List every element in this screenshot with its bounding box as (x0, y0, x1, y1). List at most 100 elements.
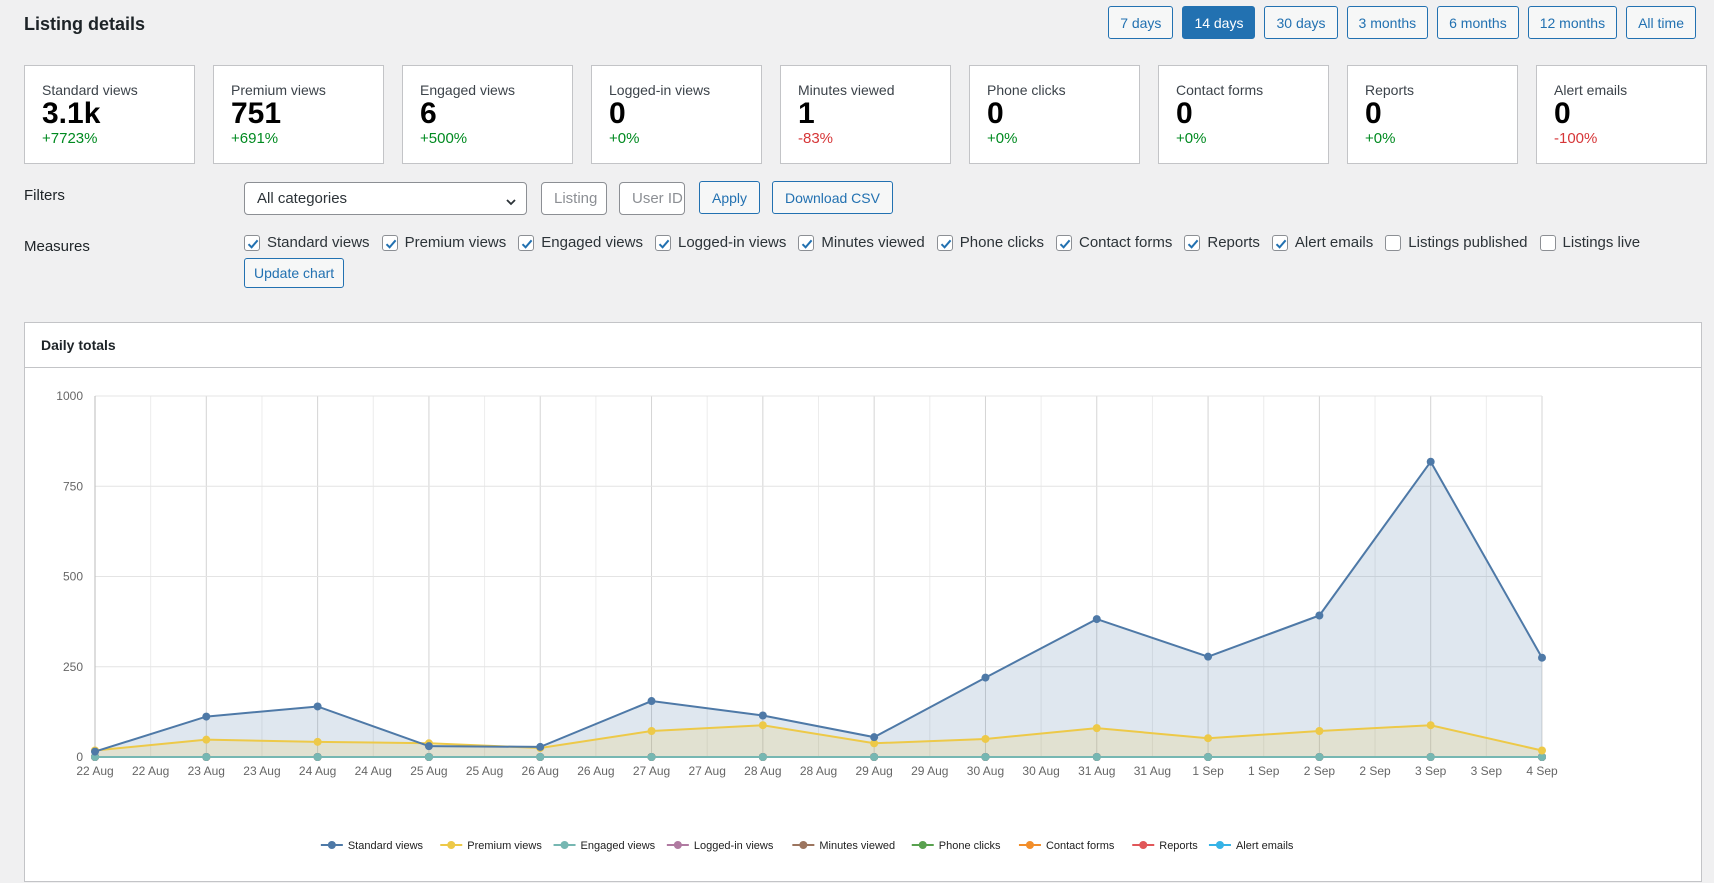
stat-card-reports: Reports 0 +0% (1347, 65, 1518, 164)
measure-phone-clicks[interactable]: Phone clicks (936, 234, 1044, 251)
stat-value: 1 (798, 97, 815, 130)
download-csv-button[interactable]: Download CSV (772, 181, 893, 214)
legend-marker (1025, 841, 1034, 849)
legend-marker (673, 841, 682, 849)
checkbox-checked-icon[interactable] (654, 234, 671, 251)
series-line (94, 724, 1543, 752)
measure-minutes-viewed[interactable]: Minutes viewed (798, 234, 925, 251)
checkbox-checked-icon[interactable] (244, 234, 260, 251)
stat-label: Engaged views (420, 82, 515, 98)
stat-value: 0 (609, 97, 626, 130)
stat-value: 3.1k (42, 97, 101, 130)
legend-marker (1215, 841, 1224, 849)
listing-input[interactable]: Listing (541, 182, 607, 215)
legend-marker (447, 841, 456, 849)
data-point (870, 753, 879, 761)
x-tick-label: 24 Aug (355, 764, 392, 778)
x-tick-label: 4 Sep (1526, 764, 1558, 778)
data-point (981, 753, 990, 761)
data-point (1426, 721, 1435, 730)
stat-change: +0% (987, 130, 1018, 147)
stat-change: -83% (798, 130, 834, 147)
legend-marker (918, 841, 927, 849)
range-30-days-button[interactable]: 30 days (1264, 6, 1338, 39)
stat-value: 6 (420, 97, 437, 130)
data-point (758, 753, 767, 761)
measure-label: Standard views (267, 234, 370, 251)
apply-button[interactable]: Apply (699, 181, 761, 214)
x-tick-label: 27 Aug (633, 764, 670, 778)
stat-label: Reports (1365, 82, 1415, 98)
data-point (1204, 652, 1213, 661)
y-tick-label: 1000 (56, 389, 83, 403)
checkbox-checked-icon[interactable] (381, 234, 398, 251)
data-point (536, 753, 545, 761)
measure-logged-in-views[interactable]: Logged-in views (654, 234, 786, 251)
x-tick-label: 25 Aug (410, 764, 447, 778)
checkbox-checked-icon[interactable] (798, 234, 815, 251)
category-select[interactable]: All categories (244, 182, 527, 215)
stat-card-contact-forms: Contact forms 0 +0% (1158, 65, 1329, 164)
measure-contact-forms[interactable]: Contact forms (1056, 234, 1172, 251)
data-point (202, 712, 211, 721)
data-point (870, 739, 879, 748)
data-point (1092, 753, 1101, 761)
x-tick-label: 26 Aug (577, 764, 614, 778)
legend-item: Premium views (467, 840, 542, 852)
data-point (1204, 734, 1213, 743)
measure-standard-views[interactable]: Standard views (244, 234, 370, 251)
user-id-input[interactable]: User ID (619, 182, 685, 215)
range-14-days-button[interactable]: 14 days (1182, 6, 1256, 39)
x-tick-label: 31 Aug (1134, 764, 1171, 778)
stat-card-alert-emails: Alert emails 0 -100% (1536, 65, 1707, 164)
checkbox-checked-icon[interactable] (1271, 234, 1288, 251)
measure-label: Contact forms (1079, 234, 1173, 251)
checkbox-checked-icon[interactable] (1056, 234, 1072, 251)
measure-engaged-views[interactable]: Engaged views (518, 234, 643, 251)
series-area (95, 461, 1542, 757)
data-point (647, 727, 656, 736)
range-7-days-button[interactable]: 7 days (1108, 6, 1174, 39)
stat-change: +7723% (42, 130, 98, 147)
x-tick-label: 22 Aug (76, 764, 113, 778)
legend-marker (560, 841, 569, 849)
checkbox-unchecked-icon[interactable] (1539, 234, 1556, 251)
update-chart-button[interactable]: Update chart (244, 258, 345, 288)
data-point (202, 753, 211, 761)
checkbox-checked-icon[interactable] (936, 234, 953, 251)
data-point (1538, 753, 1546, 761)
measure-reports[interactable]: Reports (1184, 234, 1260, 251)
legend-item: Minutes viewed (819, 840, 895, 852)
x-tick-label: 1 Sep (1248, 764, 1280, 778)
data-point (1426, 457, 1435, 466)
data-point (424, 753, 433, 761)
legend-marker (327, 841, 336, 849)
panel-title: Daily totals (25, 323, 1701, 368)
measure-listings-live[interactable]: Listings live (1539, 234, 1640, 251)
checkbox-checked-icon[interactable] (1184, 234, 1201, 251)
stat-label: Phone clicks (987, 82, 1066, 98)
legend-item: Contact forms (1046, 840, 1115, 852)
measure-listings-published[interactable]: Listings published (1385, 234, 1528, 251)
range-12-months-button[interactable]: 12 months (1527, 6, 1618, 39)
stat-label: Minutes viewed (798, 82, 895, 98)
checkbox-unchecked-icon[interactable] (1385, 234, 1402, 251)
listing-input-placeholder: Listing (554, 190, 598, 207)
x-tick-label: 22 Aug (132, 764, 169, 778)
x-tick-label: 25 Aug (466, 764, 503, 778)
y-tick-label: 0 (76, 750, 83, 764)
y-tick-label: 250 (63, 660, 83, 674)
measure-premium-views[interactable]: Premium views (381, 234, 506, 251)
measure-label: Phone clicks (959, 234, 1044, 251)
range-3-months-button[interactable]: 3 months (1346, 6, 1429, 39)
measures-list: Standard views Premium views Engaged vie… (244, 234, 1640, 251)
stat-change: +691% (231, 130, 279, 147)
checkbox-checked-icon[interactable] (518, 234, 535, 251)
measure-alert-emails[interactable]: Alert emails (1271, 234, 1373, 251)
x-tick-label: 29 Aug (911, 764, 948, 778)
stat-value: 0 (987, 97, 1004, 130)
range-all-time-button[interactable]: All time (1626, 6, 1696, 39)
range-6-months-button[interactable]: 6 months (1437, 6, 1519, 39)
series-area (95, 725, 1542, 757)
data-point (981, 734, 990, 743)
